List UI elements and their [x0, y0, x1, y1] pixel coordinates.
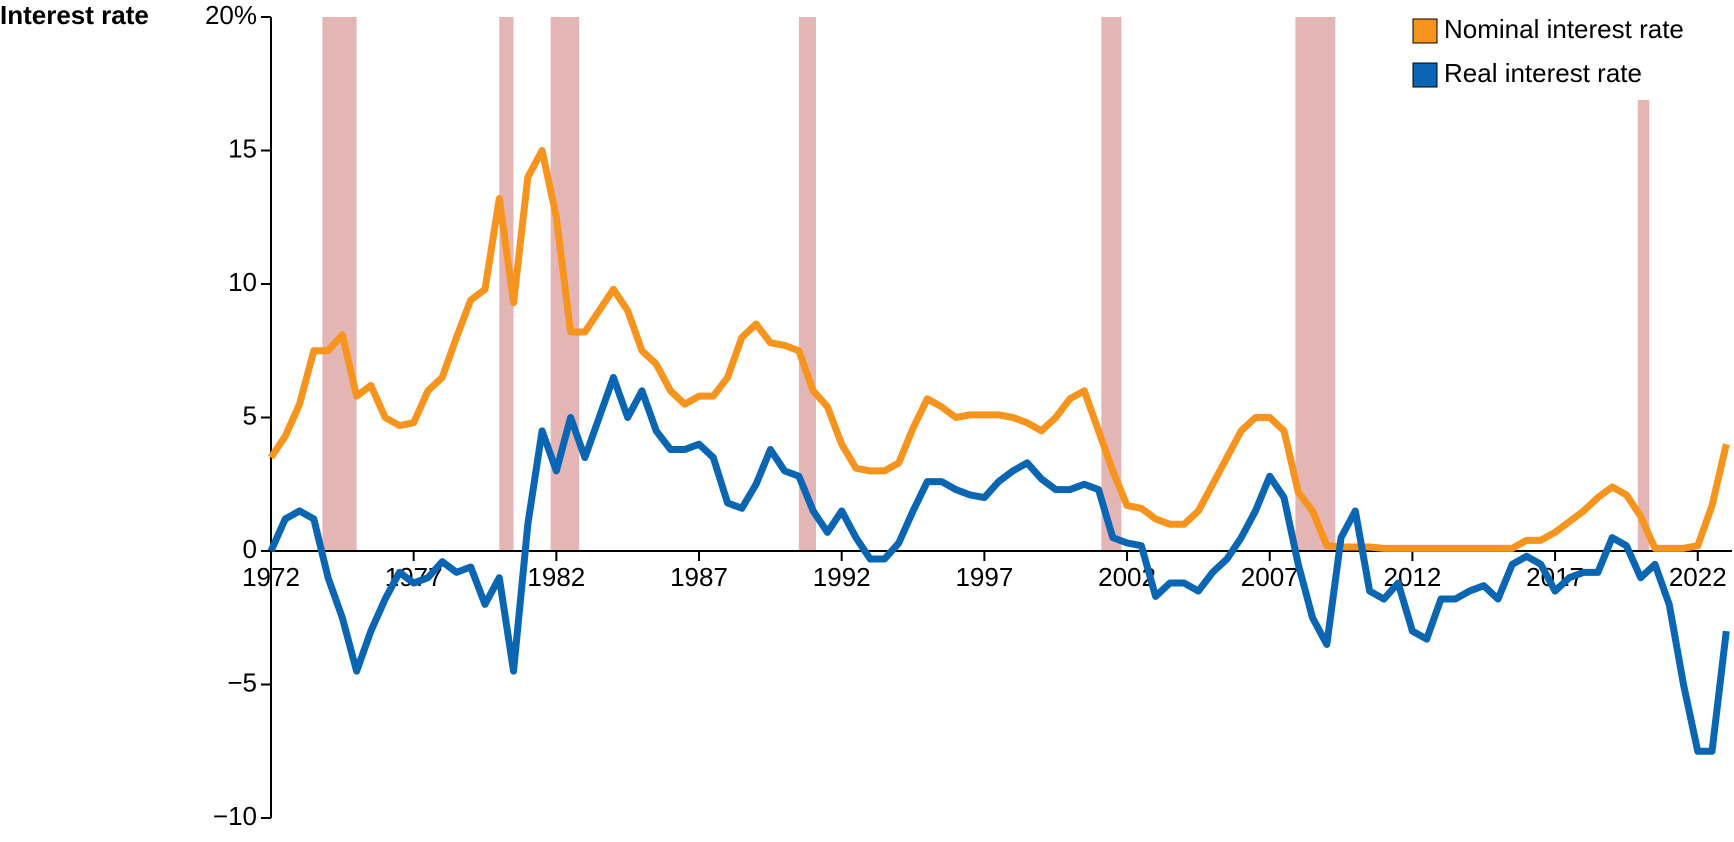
recession-band [322, 17, 357, 551]
x-tick-label: 1997 [955, 562, 1013, 592]
series-line [268, 147, 1730, 552]
y-tick-label: 15 [228, 133, 257, 163]
x-tick-label: 2007 [1241, 562, 1299, 592]
legend-background [1404, 0, 1734, 100]
y-tick-label: 0 [243, 534, 257, 564]
x-tick-label: 1972 [242, 562, 300, 592]
y-axis-label: Interest rate [0, 0, 149, 30]
y-tick-label: −5 [227, 667, 257, 697]
recession-band [1637, 17, 1650, 551]
legend-label: Nominal interest rate [1444, 14, 1684, 44]
recession-band [1101, 17, 1122, 551]
y-tick-label: −10 [213, 801, 257, 831]
y-tick-label: 10 [228, 267, 257, 297]
x-tick-label: 1992 [813, 562, 871, 592]
x-tick-label: 2022 [1669, 562, 1727, 592]
recession-band [499, 17, 514, 551]
legend-swatch [1412, 62, 1438, 88]
x-tick-label: 1982 [527, 562, 585, 592]
y-tick-label: 20% [205, 0, 257, 30]
x-tick-label: 1987 [670, 562, 728, 592]
legend-label: Real interest rate [1444, 58, 1642, 88]
recession-band [798, 17, 817, 551]
series-line [267, 373, 1730, 755]
legend-swatch [1412, 18, 1438, 44]
y-tick-label: 5 [243, 400, 257, 430]
recession-band [1295, 17, 1336, 551]
